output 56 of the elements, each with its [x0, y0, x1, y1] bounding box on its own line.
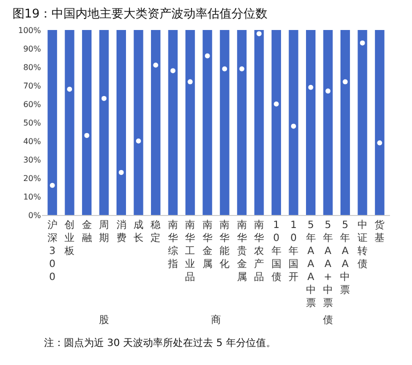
point: [188, 79, 193, 84]
x-tick-label: 沪深300: [47, 219, 58, 283]
x-tick-label: 货基: [374, 219, 385, 244]
point: [204, 53, 210, 58]
x-tick-label: 南华能化: [220, 219, 230, 270]
text: 商: [211, 314, 221, 326]
x-tick-label: 南华农产品: [254, 219, 264, 283]
point: [342, 79, 348, 84]
x-tick-label: 10年国债: [271, 220, 282, 283]
x-tick-label: 成长: [133, 219, 144, 244]
y-tick-label: 10%: [23, 192, 42, 202]
x-tick-label: 南华综指: [166, 219, 178, 270]
text: 股: [99, 315, 109, 326]
point: [84, 132, 90, 138]
x-tick-label: 消费: [116, 219, 126, 244]
x-tick-label: 南华金属: [202, 219, 212, 270]
y-tick-label: 20%: [23, 174, 42, 183]
y-tick-label: 40%: [23, 136, 42, 146]
x-tick-label: 5年AA中票: [340, 220, 350, 296]
x-tick-label: 创业板: [64, 219, 75, 257]
text: 债: [323, 315, 333, 326]
point: [325, 88, 330, 94]
point: [239, 66, 244, 72]
y-tick-label: 100%: [18, 26, 42, 35]
point: [67, 86, 72, 92]
text: 注：圆点为近 30 天波动率所处在过去 5 年分位值。: [44, 337, 276, 349]
y-tick-label: 70%: [23, 81, 42, 90]
point: [308, 84, 314, 90]
point: [153, 62, 158, 68]
x-tick-label: 中证转债: [357, 219, 368, 270]
x-tick-label: 稳定: [150, 219, 161, 244]
y-tick-label: 30%: [23, 155, 42, 164]
point: [360, 40, 365, 46]
chart-title: 图19：中国内地主要大类资产波动率估值分位数: [12, 6, 268, 21]
y-tick-label: 0%: [28, 210, 42, 220]
point: [256, 31, 262, 36]
point: [118, 170, 124, 175]
y-tick-label: 50%: [23, 118, 42, 128]
point: [291, 124, 296, 129]
x-tick-label: 周期: [99, 220, 110, 244]
point: [136, 138, 141, 144]
x-tick-label: 5年AAA中票: [306, 220, 316, 309]
x-tick-label: 10年国开: [288, 220, 299, 283]
point: [50, 182, 55, 188]
point: [170, 68, 176, 74]
y-tick-label: 80%: [23, 62, 42, 72]
x-tick-label: 南华工业品: [185, 219, 196, 283]
point: [102, 96, 107, 101]
y-tick-label: 60%: [23, 100, 42, 109]
y-tick-label: 90%: [23, 44, 42, 54]
x-tick-label: 南华贵金属: [236, 219, 247, 283]
x-tick-label: 金融: [82, 219, 92, 244]
point: [274, 102, 279, 106]
x-tick-label: 5年AA+中票: [322, 220, 333, 309]
point: [222, 66, 228, 72]
point: [377, 140, 382, 146]
